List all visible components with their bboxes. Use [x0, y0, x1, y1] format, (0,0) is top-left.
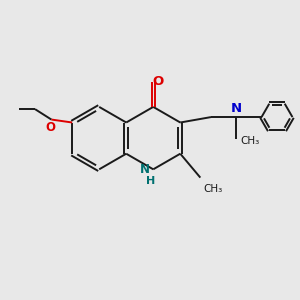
Text: O: O — [45, 122, 55, 134]
Text: N: N — [231, 102, 242, 115]
Text: CH₃: CH₃ — [203, 184, 223, 194]
Text: CH₃: CH₃ — [241, 136, 260, 146]
Text: O: O — [153, 75, 164, 88]
Text: H: H — [146, 176, 155, 186]
Text: N: N — [140, 164, 150, 176]
